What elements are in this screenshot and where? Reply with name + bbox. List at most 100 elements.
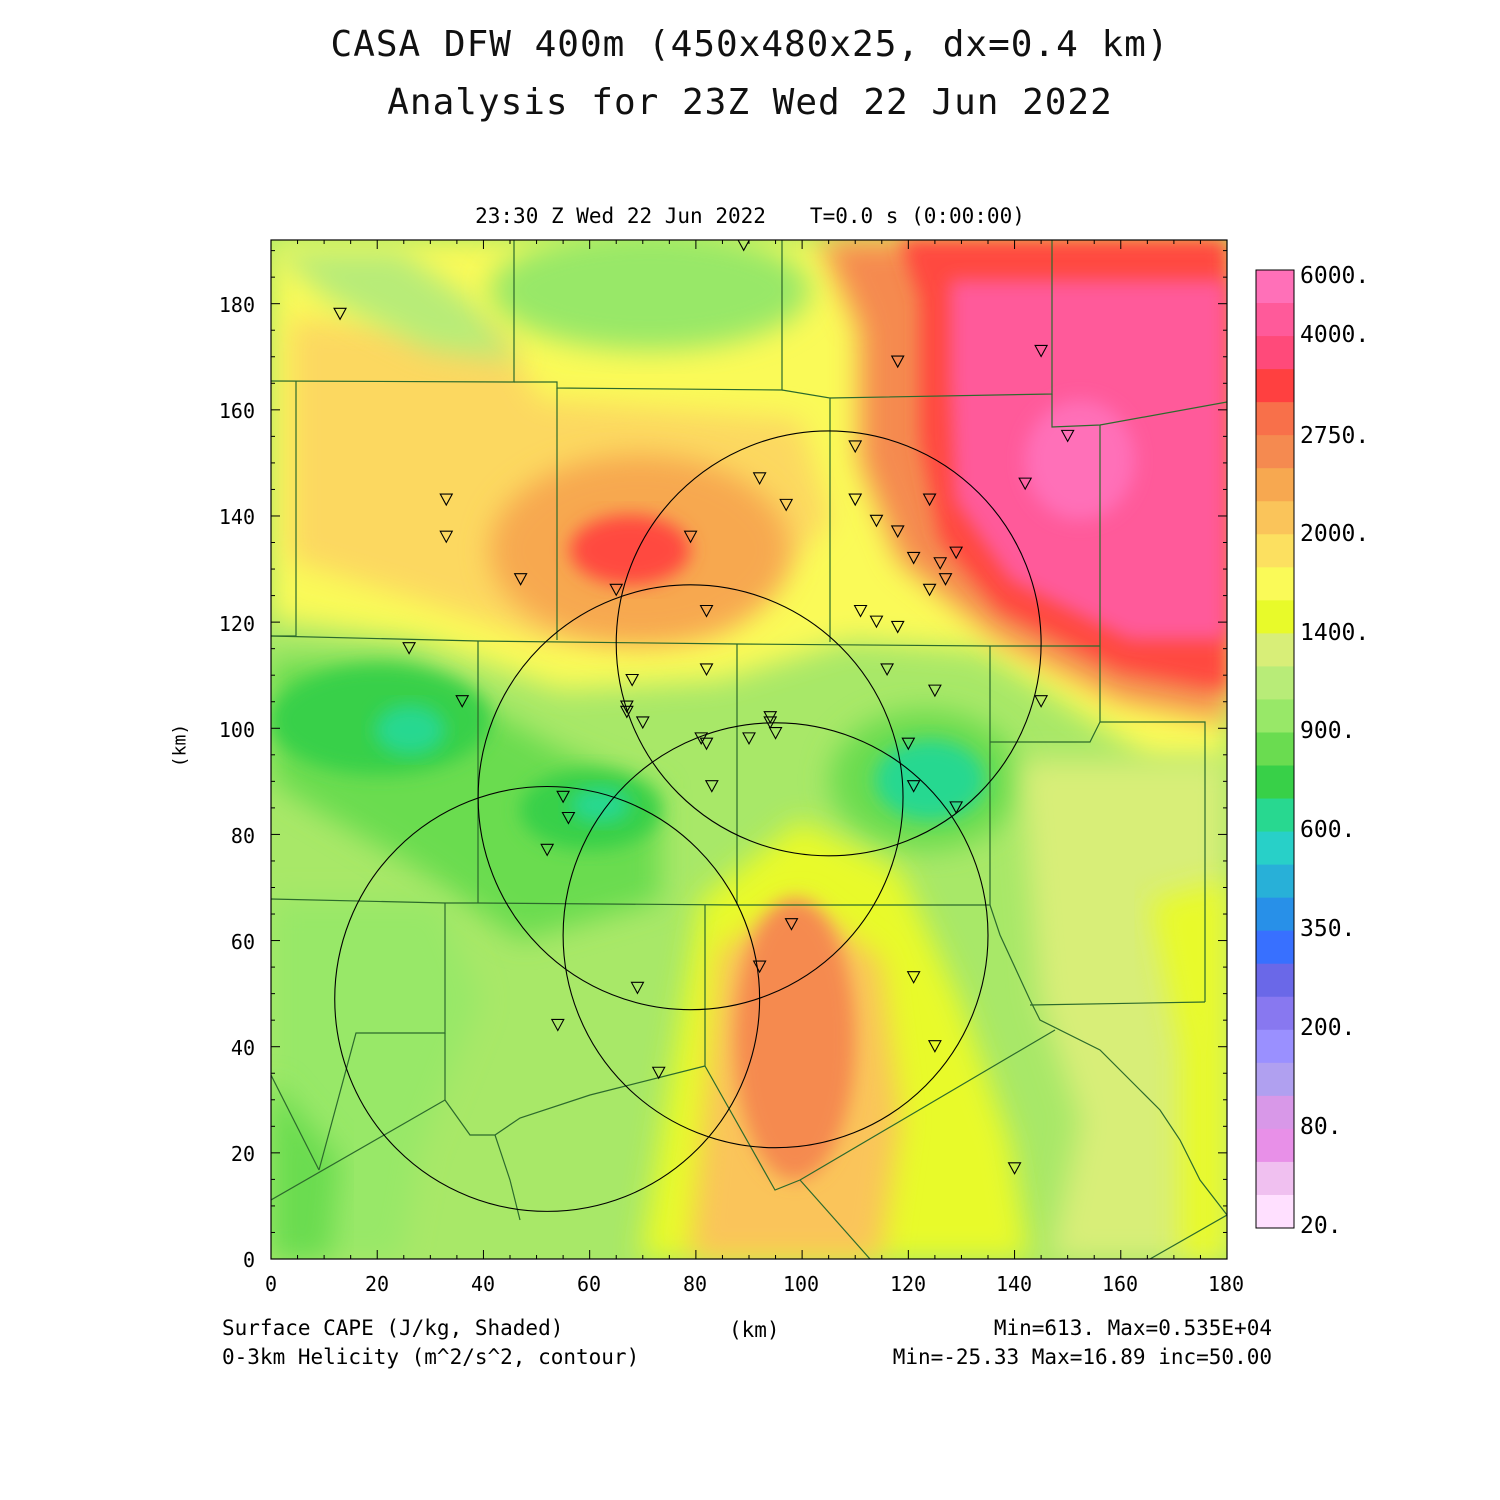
station-marker [1034, 695, 1049, 708]
station-marker [848, 493, 863, 507]
county-line [990, 721, 1101, 743]
station-marker [752, 960, 767, 974]
colorbar-swatch [1256, 501, 1294, 535]
colorbar-swatch [1256, 1194, 1294, 1229]
colorbar-swatch [1256, 1062, 1294, 1097]
valid-time: 23:30 Z Wed 22 Jun 2022 [475, 204, 766, 228]
station-marker [869, 514, 884, 528]
colorbar-label: 200. [1300, 1015, 1356, 1041]
field-region-red-north-max [570, 515, 690, 585]
colorbar-swatch [1256, 930, 1294, 965]
station-marker [890, 355, 905, 369]
station-marker [737, 240, 750, 252]
station-marker [848, 440, 863, 454]
x-tick-label: 80 [682, 1272, 708, 1296]
station-marker [880, 663, 895, 677]
station-marker [938, 573, 953, 586]
x-tick-label: 40 [470, 1272, 496, 1296]
colorbar-swatch [1256, 699, 1294, 733]
colorbar-swatch [1256, 567, 1294, 601]
field-region-green-southwest-corner [271, 1080, 340, 1259]
station-marker [1007, 1162, 1022, 1175]
colorbar-label: 2000. [1300, 521, 1370, 547]
station-marker [927, 684, 942, 698]
colorbar-swatch [1256, 336, 1294, 370]
colorbar-swatch [1256, 864, 1294, 899]
station-marker [922, 583, 937, 597]
y-tick-label: 140 [218, 505, 255, 529]
station-marker [651, 1066, 666, 1080]
colorbar-label: 80. [1300, 1114, 1342, 1140]
colorbar-swatch [1256, 369, 1294, 403]
radar-circle-3 [615, 430, 1042, 857]
colorbar-swatch [1256, 831, 1294, 866]
station-marker [890, 620, 905, 634]
y-axis-label: (km) [169, 723, 191, 768]
radar-range-rings [334, 430, 1042, 1212]
station-marker [1018, 477, 1033, 491]
radar-circle-1 [334, 785, 761, 1212]
station-marker [625, 673, 640, 687]
station-marker [513, 573, 528, 586]
county-line [1099, 425, 1206, 1002]
field-region-yellow-east [1150, 880, 1227, 1259]
field-region-pink-northeast-core [1025, 400, 1135, 520]
station-marker [752, 472, 767, 485]
county-line [704, 905, 801, 1191]
x-tick-label: 120 [889, 1272, 927, 1296]
station-marker [906, 551, 921, 565]
colorbar-swatch [1256, 435, 1294, 469]
colorbar-swatch [1256, 600, 1294, 634]
x-tick-label: 20 [364, 1272, 390, 1296]
county-line [799, 1179, 871, 1259]
colorbar-swatch [1256, 402, 1294, 436]
x-tick-label: 100 [782, 1272, 820, 1296]
station-marker [922, 493, 937, 507]
colorbar-label: 900. [1300, 718, 1356, 744]
colorbar-swatch [1256, 1029, 1294, 1064]
radar-circle-4 [562, 722, 989, 1149]
colorbar-label: 2750. [1300, 423, 1370, 449]
station-marker [402, 642, 417, 655]
footer-field1-range: Min=613. Max=0.535E+04 [993, 1316, 1272, 1340]
y-tick-label: 0 [242, 1248, 255, 1272]
y-tick-label: 100 [218, 718, 255, 742]
footer-field1-description: Surface CAPE (J/kg, Shaded) [222, 1316, 564, 1340]
county-line [494, 1134, 521, 1221]
station-marker [901, 737, 916, 751]
colorbar-label: 350. [1300, 916, 1356, 942]
field-region-orange-south [735, 900, 855, 1180]
station-marker [699, 737, 714, 751]
colorbar-swatch [1256, 468, 1294, 502]
station-marker [784, 918, 799, 931]
x-axis-label: (km) [729, 1318, 780, 1342]
y-tick-label: 180 [218, 293, 255, 317]
chart-title-line2: Analysis for 23Z Wed 22 Jun 2022 [387, 82, 1113, 123]
y-tick-label: 20 [230, 1142, 255, 1166]
x-tick-label: 140 [995, 1272, 1033, 1296]
station-marker [630, 981, 645, 995]
station-marker [683, 530, 698, 544]
colorbar-swatch [1256, 1161, 1294, 1196]
station-marker [550, 1018, 565, 1032]
colorbar-swatch [1256, 963, 1294, 998]
station-marker [704, 780, 719, 793]
y-tick-label: 40 [230, 1036, 255, 1060]
county-line [271, 1099, 446, 1201]
chart-title-line1: CASA DFW 400m (450x480x25, dx=0.4 km) [330, 24, 1170, 65]
colorbar-swatch [1256, 633, 1294, 667]
x-tick-label: 60 [576, 1272, 602, 1296]
colorbar-swatch [1256, 798, 1294, 833]
colorbar-swatch [1256, 897, 1294, 932]
station-marker [439, 530, 454, 544]
colorbar-swatch [1256, 765, 1294, 800]
county-boundaries [271, 240, 1227, 1259]
x-tick-label: 160 [1101, 1272, 1139, 1296]
county-line [1029, 1001, 1206, 1006]
forecast-time: T=0.0 s (0:00:00) [809, 204, 1025, 228]
colorbar-swatch [1256, 666, 1294, 700]
station-marker [768, 727, 783, 740]
station-marker [1034, 344, 1049, 358]
colorbar-swatch [1256, 1128, 1294, 1163]
